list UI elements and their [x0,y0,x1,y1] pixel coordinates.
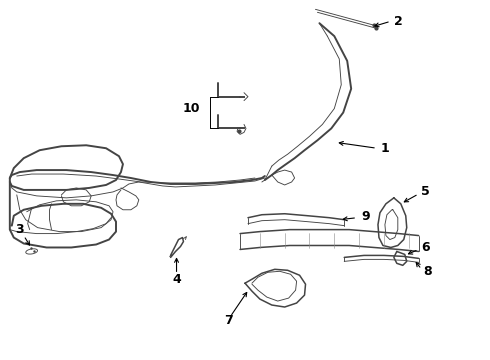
Text: 6: 6 [421,241,430,254]
Text: 7: 7 [224,314,233,327]
Text: 3: 3 [16,223,24,236]
Text: 10: 10 [183,102,200,115]
Text: 2: 2 [394,15,403,28]
Text: 4: 4 [172,273,181,286]
Text: 9: 9 [361,210,370,223]
Text: 1: 1 [381,142,390,155]
Text: 5: 5 [420,185,429,198]
Text: 8: 8 [424,265,432,278]
